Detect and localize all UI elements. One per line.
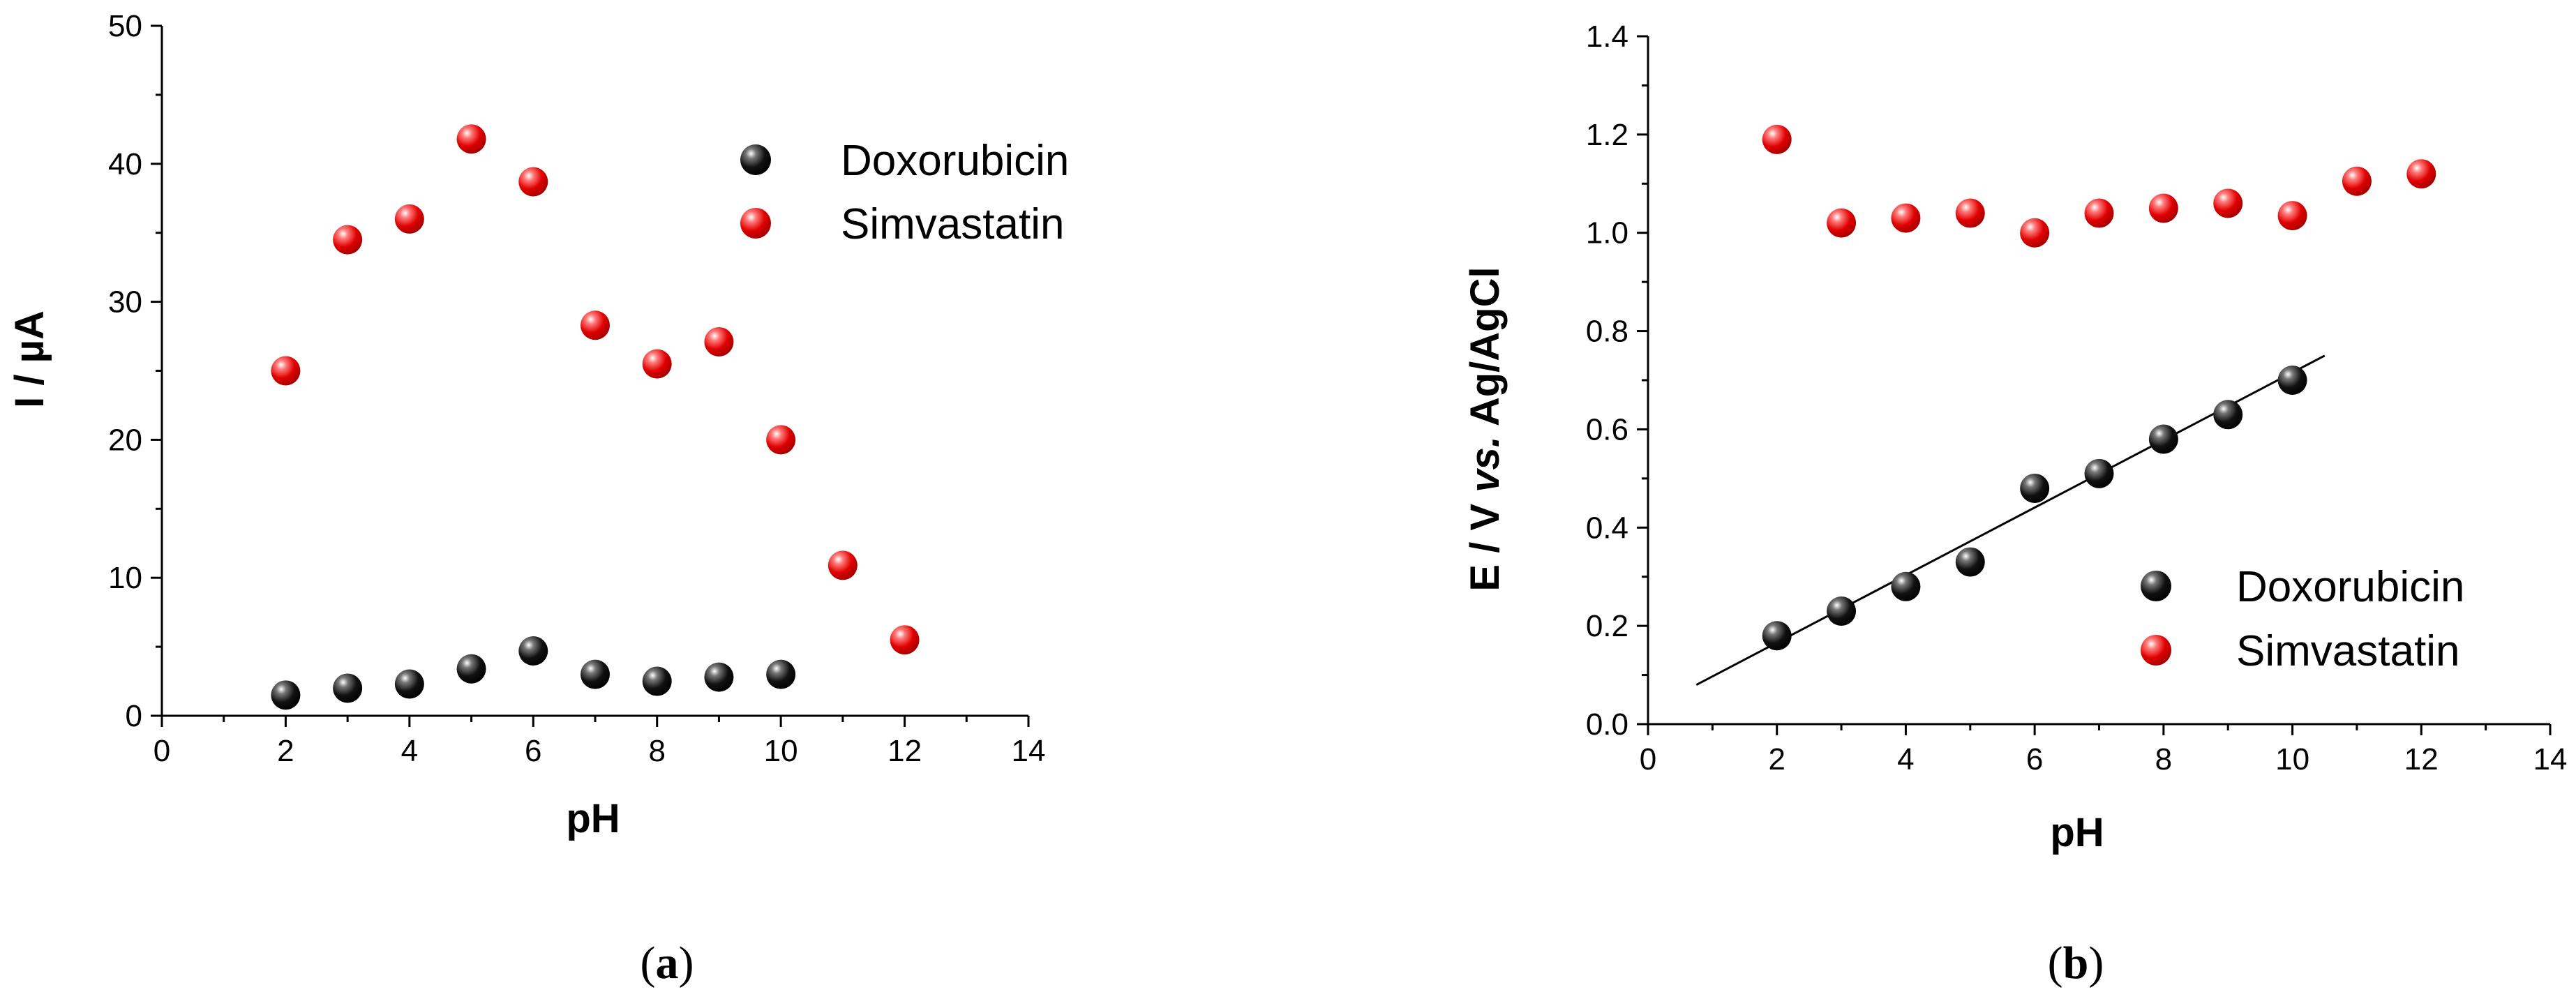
data-point-simvastatin <box>2213 188 2243 218</box>
data-point-simvastatin <box>394 204 424 234</box>
panel-b-y-tick-label: 0.8 <box>1586 315 1628 349</box>
panel-a-y-tick-label: 30 <box>108 285 142 320</box>
panel-a-y-tick-label: 40 <box>108 147 142 181</box>
panel-a-y-tick-label: 20 <box>108 423 142 457</box>
panel-b-points <box>1762 124 2436 651</box>
data-point-doxorubicin <box>581 659 610 689</box>
legend-marker-simvastatin <box>2141 635 2171 666</box>
panel-b-x-tick-label: 12 <box>2404 742 2439 776</box>
panel-a-legend: Doxorubicin Simvastatin <box>740 137 1069 248</box>
data-point-doxorubicin <box>704 662 734 692</box>
data-point-simvastatin <box>581 310 610 340</box>
legend-label-simvastatin: Simvastatin <box>841 200 1064 248</box>
data-point-simvastatin <box>2084 198 2114 228</box>
chart-panel-a: 0 2 4 6 8 10 12 14 0 10 20 30 40 50 pH I / µA Doxorub… <box>7 9 1069 989</box>
panel-a-x-tick-label: 4 <box>401 734 418 768</box>
panel-b-x-tick-label: 0 <box>1640 742 1656 776</box>
panel-b-y-tick-label: 1.4 <box>1586 20 1628 54</box>
data-point-doxorubicin <box>1762 621 1792 651</box>
data-point-doxorubicin <box>2148 424 2178 454</box>
panel-b-x-tick-label: 8 <box>2155 742 2172 776</box>
panel-b-y-tick-label: 1.0 <box>1586 216 1628 250</box>
panel-a-x-tick-label: 2 <box>277 734 294 768</box>
panel-b-y-axis-title: E / V vs. Ag/AgCl <box>1462 266 1508 591</box>
panel-b-label: (b) <box>2048 938 2104 989</box>
panel-a-x-tick-label: 12 <box>888 734 922 768</box>
data-point-doxorubicin <box>766 659 796 689</box>
panel-b-x-tick-label: 10 <box>2275 742 2309 776</box>
data-point-simvastatin <box>456 124 486 154</box>
data-point-simvastatin <box>766 425 796 455</box>
data-point-simvastatin <box>1827 208 1857 238</box>
data-point-simvastatin <box>2148 193 2178 223</box>
legend-label-simvastatin: Simvastatin <box>2236 627 2459 675</box>
panel-a-x-axis-title: pH <box>566 796 620 841</box>
data-point-simvastatin <box>2406 159 2436 189</box>
panel-b-y-tick-label: 0.6 <box>1586 412 1628 446</box>
data-point-simvastatin <box>642 349 672 379</box>
data-point-doxorubicin <box>2084 458 2114 488</box>
chart-panel-b: 0 2 4 6 8 10 12 14 0.0 0.2 0.4 0.6 0.8 1.0 1.2 1.4 pH E… <box>1462 20 2567 989</box>
data-point-simvastatin <box>1955 198 1985 228</box>
data-point-doxorubicin <box>518 636 548 666</box>
data-point-doxorubicin <box>2020 473 2050 503</box>
data-point-simvastatin <box>1891 203 1921 233</box>
data-point-simvastatin <box>518 167 548 197</box>
panel-b-x-tick-label: 6 <box>2026 742 2043 776</box>
panel-a-label: (a) <box>641 938 694 989</box>
data-point-doxorubicin <box>1955 547 1985 577</box>
data-point-doxorubicin <box>2213 400 2243 430</box>
legend-marker-doxorubicin <box>740 144 771 175</box>
data-point-simvastatin <box>890 625 920 655</box>
panel-a-y-tick-label: 10 <box>108 561 142 595</box>
data-point-simvastatin <box>2277 201 2307 231</box>
data-point-doxorubicin <box>394 669 424 699</box>
panel-a-x-tick-label: 0 <box>153 734 170 768</box>
panel-a-ticks: 0 2 4 6 8 10 12 14 0 10 20 30 40 50 <box>108 9 1045 768</box>
legend-label-doxorubicin: Doxorubicin <box>841 137 1069 185</box>
data-point-simvastatin <box>704 326 734 356</box>
data-point-simvastatin <box>2020 218 2050 248</box>
panel-b-x-tick-label: 4 <box>1897 742 1914 776</box>
panel-b-ticks: 0 2 4 6 8 10 12 14 0.0 0.2 0.4 0.6 0.8 1.0 1.2 1.4 <box>1586 20 2568 776</box>
data-point-doxorubicin <box>642 666 672 696</box>
data-point-doxorubicin <box>1891 571 1921 601</box>
legend-marker-simvastatin <box>740 208 771 239</box>
data-point-doxorubicin <box>2277 366 2307 395</box>
data-point-simvastatin <box>1762 124 1792 154</box>
panel-a-x-tick-label: 14 <box>1012 734 1046 768</box>
panel-a-y-tick-label: 0 <box>126 699 142 733</box>
panel-a-x-tick-label: 10 <box>764 734 798 768</box>
panel-b-y-tick-label: 1.2 <box>1586 118 1628 152</box>
panel-b-x-axis-title: pH <box>2050 810 2104 855</box>
panel-b-y-tick-label: 0.4 <box>1586 511 1628 545</box>
data-point-doxorubicin <box>333 673 363 703</box>
panel-b-legend: Doxorubicin Simvastatin <box>2141 563 2464 675</box>
data-point-simvastatin <box>2342 166 2372 196</box>
panel-b-x-tick-label: 2 <box>1768 742 1785 776</box>
panel-b-y-tick-label: 0.0 <box>1586 707 1628 742</box>
panel-a-x-tick-label: 8 <box>648 734 665 768</box>
data-point-doxorubicin <box>1827 596 1857 626</box>
legend-marker-doxorubicin <box>2141 571 2171 601</box>
panel-a-x-tick-label: 6 <box>525 734 541 768</box>
panel-b-x-tick-label: 14 <box>2533 742 2568 776</box>
data-point-simvastatin <box>828 550 858 580</box>
panel-a-y-axis-title: I / µA <box>7 310 52 408</box>
data-point-doxorubicin <box>456 654 486 684</box>
panel-a-points <box>271 124 920 710</box>
data-point-simvastatin <box>333 225 363 255</box>
data-point-doxorubicin <box>271 680 301 710</box>
panel-b-y-tick-label: 0.2 <box>1586 609 1628 643</box>
legend-label-doxorubicin: Doxorubicin <box>2236 563 2464 611</box>
panel-a-y-tick-label: 50 <box>108 9 142 43</box>
data-point-simvastatin <box>271 356 301 386</box>
